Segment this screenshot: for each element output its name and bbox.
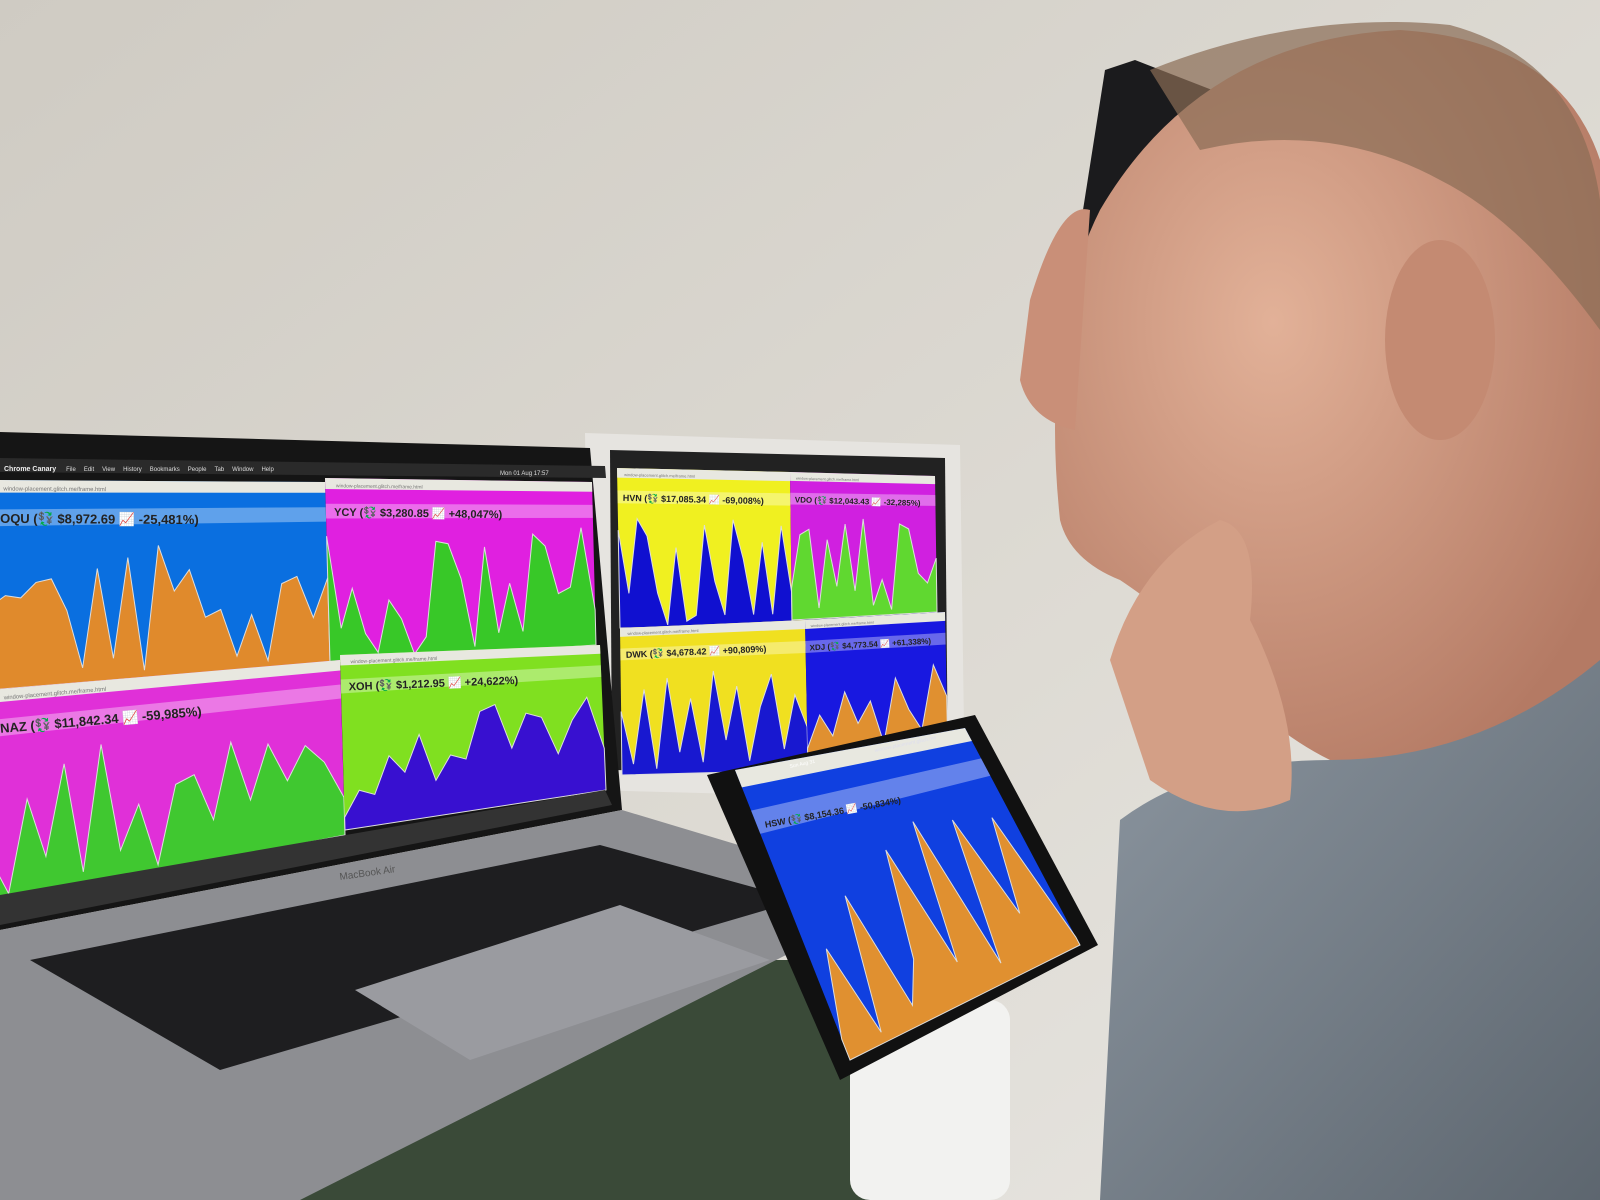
panel-naz[interactable]: window-placement.glitch.me/frame.htmlNAZ… <box>0 660 346 905</box>
url-bar[interactable] <box>735 728 972 788</box>
menu-item-edit[interactable]: Edit <box>84 467 95 473</box>
area-chart <box>0 545 331 690</box>
label-strip <box>340 665 602 694</box>
menu-item-file[interactable]: File <box>66 467 76 473</box>
label-strip <box>620 641 806 661</box>
url-text[interactable]: window-placement.glitch.me/frame.html <box>350 656 437 665</box>
url-bar[interactable] <box>0 660 341 703</box>
url-text[interactable]: window-placement.glitch.me/frame.html <box>811 621 874 629</box>
tablet-screen: HSW (💱 $8,154.36 📈 -50,834%) <box>735 728 1081 1061</box>
menu-item-history[interactable]: History <box>123 467 142 473</box>
person-ear <box>1385 240 1495 440</box>
menu-item-bookmarks[interactable]: Bookmarks <box>150 467 180 473</box>
area-chart <box>617 517 793 629</box>
area-chart <box>620 670 809 776</box>
panel-hsw[interactable]: HSW (💱 $8,154.36 📈 -50,834%) <box>735 728 1081 1061</box>
person-hair <box>1150 22 1600 330</box>
menu-item-tab[interactable]: Tab <box>214 467 224 473</box>
external-display-panels: window-placement.glitch.me/frame.html HVN… <box>617 468 949 776</box>
url-text[interactable]: window-placement.glitch.me/frame.html <box>627 628 698 636</box>
area-chart <box>344 696 607 831</box>
dock[interactable] <box>0 790 612 925</box>
panel-vdo[interactable]: window-placement.glitch.me/frame.html VDO… <box>790 472 938 621</box>
menu-item-people[interactable]: People <box>188 467 207 473</box>
panel-hvn[interactable]: window-placement.glitch.me/frame.html HVN… <box>617 468 793 629</box>
panel-oqu[interactable]: window-placement.glitch.me/frame.html OQU… <box>0 480 331 690</box>
person-raised-hand <box>1020 209 1090 430</box>
url-bar[interactable] <box>325 478 593 492</box>
label-strip <box>617 490 791 506</box>
menu-item-view[interactable]: View <box>102 467 116 473</box>
label-strip <box>0 684 342 737</box>
ticker-label: OQU (💱 $8,972.69 📈 -25,481%) <box>0 511 199 528</box>
url-bar[interactable] <box>0 480 326 493</box>
url-text[interactable]: window-placement.glitch.me/frame.html <box>624 472 695 479</box>
url-bar[interactable] <box>340 645 601 666</box>
url-bar[interactable] <box>617 468 791 482</box>
trackpad[interactable] <box>355 905 770 1060</box>
label-strip <box>805 632 946 653</box>
url-text[interactable]: window-placement.glitch.me/frame.html <box>336 483 423 490</box>
laptop-panels: window-placement.glitch.me/frame.html OQU… <box>0 478 607 905</box>
panel-dwk[interactable]: window-placement.glitch.me/frame.htmlDWK… <box>620 620 809 776</box>
menu-item-help[interactable]: Help <box>261 467 274 473</box>
area-chart <box>825 817 1081 1061</box>
url-bar[interactable] <box>790 472 936 485</box>
url-bar[interactable] <box>620 620 806 637</box>
url-text[interactable]: window-placement.glitch.me/frame.html <box>796 477 859 483</box>
tablet-status: Sun Aug 31 <box>789 759 816 770</box>
area-chart <box>326 527 597 663</box>
menu-app-name: Chrome Canary <box>4 466 56 473</box>
area-chart <box>0 740 346 904</box>
person-hand <box>1110 520 1292 812</box>
url-bar[interactable] <box>805 612 946 629</box>
label-strip <box>751 758 991 834</box>
keyboard[interactable] <box>30 845 800 1070</box>
laptop-menu-bar <box>0 458 606 478</box>
label-strip <box>325 503 593 519</box>
label-strip <box>0 507 327 527</box>
menu-item-window[interactable]: Window <box>232 467 254 473</box>
ticker-label: YCY (💱 $3,280.85 📈 +48,047%) <box>334 506 503 522</box>
label-strip <box>790 492 936 506</box>
url-text[interactable]: window-placement.glitch.me/frame.html <box>2 487 106 494</box>
ticker-label: HVN (💱 $17,085.34 📈 -69,008%) <box>623 492 764 507</box>
panel-ycy[interactable]: window-placement.glitch.me/frame.html YCY… <box>325 478 597 663</box>
area-chart <box>791 518 938 621</box>
ticker-label: VDO (💱 $12,043.43 📈 -32,285%) <box>795 494 921 507</box>
menu-clock: Mon 01 Aug 17:57 <box>500 471 549 477</box>
panel-xoh[interactable]: window-placement.glitch.me/frame.htmlXOH… <box>340 645 607 831</box>
